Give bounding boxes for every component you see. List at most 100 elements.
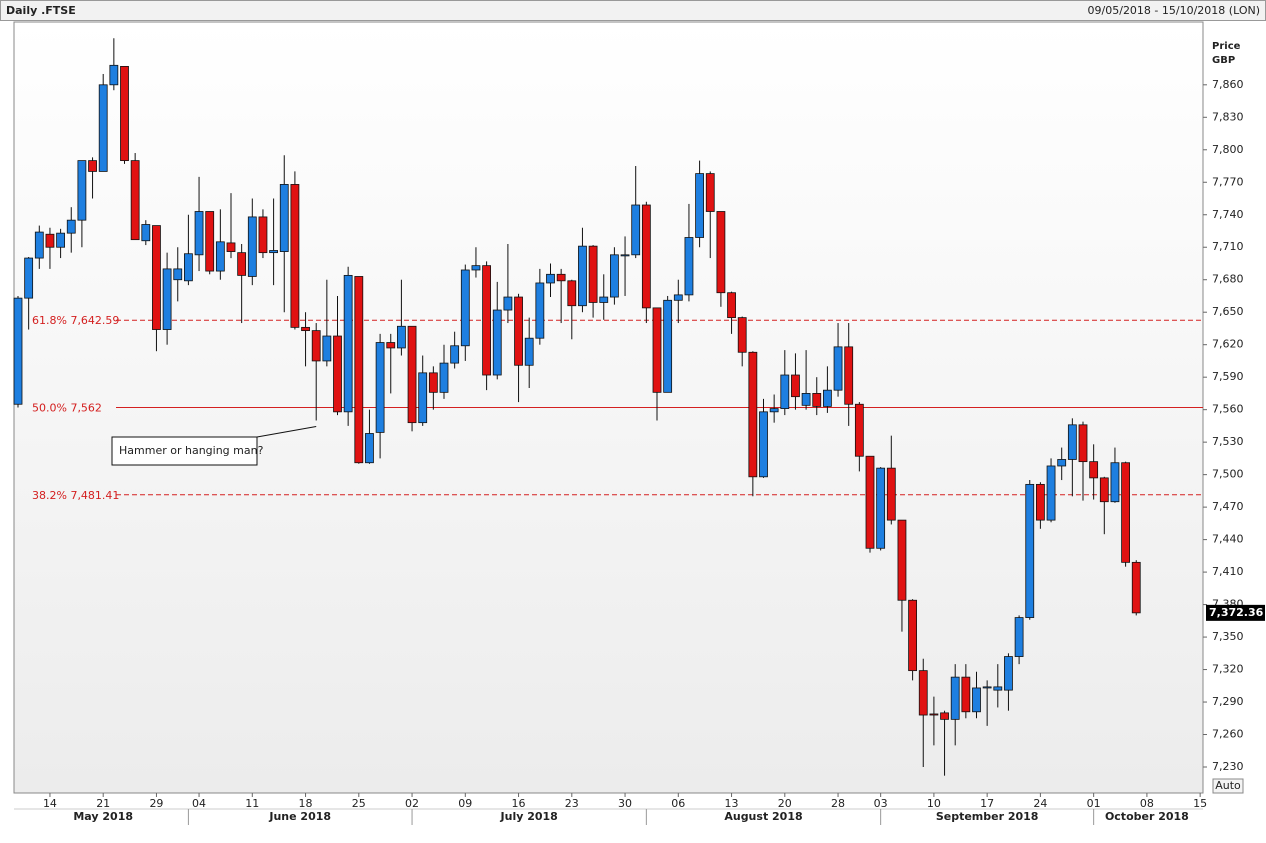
annotation-leader — [256, 426, 317, 438]
candle-body — [237, 252, 247, 276]
x-tick-label: 30 — [618, 797, 632, 810]
candle-body — [482, 265, 492, 376]
candle-body — [833, 346, 843, 391]
candle-body — [727, 292, 736, 319]
x-tick-label: 17 — [980, 797, 994, 810]
x-tick-label: 04 — [192, 797, 206, 810]
candle-body — [1004, 656, 1013, 691]
y-tick-label: 7,770 — [1212, 175, 1244, 188]
candle-body — [375, 342, 385, 433]
auto-button-label[interactable]: Auto — [1215, 779, 1241, 792]
candle-body — [588, 245, 598, 303]
chart-title: Daily .FTSE — [6, 4, 76, 17]
candle-body — [578, 245, 587, 307]
candle-body — [279, 184, 289, 252]
y-tick-label: 7,830 — [1212, 110, 1244, 123]
candle-body — [439, 362, 449, 393]
y-tick-label: 7,800 — [1212, 143, 1244, 156]
candle-body — [684, 237, 694, 296]
candle-body — [450, 345, 460, 364]
candle-body — [1057, 459, 1067, 467]
month-label: September 2018 — [936, 810, 1039, 823]
candle-body — [311, 330, 321, 362]
candle-body — [929, 713, 939, 716]
candle-body — [194, 211, 204, 256]
candle-body — [982, 686, 992, 689]
candle-body — [471, 265, 481, 271]
y-axis-label: Price — [1212, 41, 1241, 52]
candle-body — [130, 160, 140, 241]
candle-body — [641, 204, 651, 309]
candle-body — [514, 296, 523, 366]
candle-body — [918, 670, 928, 716]
candle-body — [24, 257, 34, 299]
candle-body — [897, 519, 907, 601]
candle-body — [386, 342, 396, 349]
candle-body — [183, 253, 193, 282]
candle-body — [418, 372, 428, 424]
candle-body — [1099, 477, 1109, 503]
x-tick-label: 06 — [671, 797, 685, 810]
candle-body — [663, 299, 673, 393]
x-tick-label: 10 — [927, 797, 941, 810]
x-tick-label: 25 — [352, 797, 366, 810]
date-range: 09/05/2018 - 15/10/2018 (LON) — [1088, 4, 1260, 17]
level-label: 38.2% 7,481.41 — [32, 489, 119, 502]
candle-body — [34, 231, 44, 259]
month-label: July 2018 — [500, 810, 558, 823]
annotation-text: Hammer or hanging man? — [119, 444, 264, 457]
candle-body — [343, 274, 353, 413]
x-tick-label: 09 — [458, 797, 472, 810]
candle-body — [631, 204, 641, 256]
x-tick-label: 28 — [831, 797, 845, 810]
candle-body — [120, 65, 129, 162]
y-tick-label: 7,260 — [1212, 728, 1244, 741]
y-tick-label: 7,290 — [1212, 695, 1244, 708]
month-label: October 2018 — [1105, 810, 1189, 823]
candle-body — [365, 433, 374, 464]
candle-body — [56, 232, 65, 248]
candle-body — [45, 233, 55, 248]
x-tick-label: 13 — [725, 797, 739, 810]
x-tick-label: 16 — [512, 797, 526, 810]
candle-body — [748, 351, 758, 478]
candle-body — [205, 211, 215, 272]
candle-body — [823, 389, 832, 407]
candle-body — [1121, 462, 1130, 563]
candle-body — [908, 599, 917, 672]
y-tick-label: 7,530 — [1212, 435, 1244, 448]
x-tick-label: 21 — [96, 797, 110, 810]
candle-body — [407, 325, 417, 424]
candle-body — [13, 297, 23, 405]
candle-body — [77, 160, 87, 221]
candle-body — [1046, 465, 1056, 521]
candle-body — [737, 317, 747, 353]
candle-body — [247, 216, 257, 277]
x-tick-label: 08 — [1140, 797, 1154, 810]
candle-body — [98, 84, 108, 172]
x-tick-label: 14 — [43, 797, 57, 810]
candle-body — [173, 268, 183, 281]
x-tick-label: 23 — [565, 797, 579, 810]
candle-body — [716, 211, 726, 294]
last-price-box — [1206, 604, 1265, 621]
candle-body — [567, 280, 577, 307]
candle-body — [535, 282, 545, 339]
candle-body — [269, 250, 279, 254]
candle-body — [599, 296, 609, 303]
candle-body — [460, 269, 470, 347]
y-tick-label: 7,860 — [1212, 78, 1244, 91]
candle-body — [322, 335, 332, 362]
y-tick-label: 7,680 — [1212, 273, 1244, 286]
auto-button[interactable] — [1212, 778, 1244, 794]
y-tick-label: 7,740 — [1212, 208, 1244, 221]
candle-body — [556, 273, 566, 282]
y-tick-label: 7,500 — [1212, 468, 1244, 481]
candle-body — [1067, 424, 1077, 460]
candle-body — [1014, 617, 1024, 657]
candle-body — [886, 467, 896, 521]
candle-body — [88, 160, 97, 172]
candle-body — [333, 335, 342, 413]
